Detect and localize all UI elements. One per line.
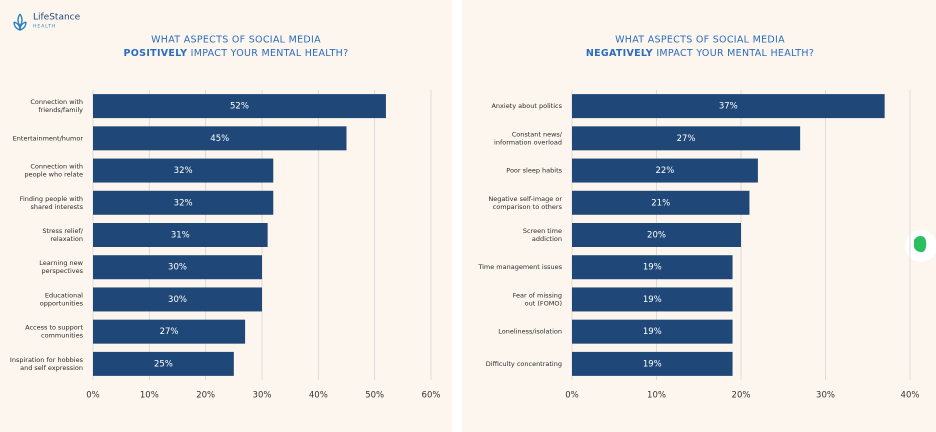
value-label: 45% [210,134,229,144]
value-label: 30% [168,263,187,273]
x-tick-label: 10% [647,391,666,401]
logo: LifeStance HEALTH [13,13,81,31]
value-label: 31% [171,231,190,241]
title-emphasis: POSITIVELY [124,48,188,59]
value-label: 32% [174,198,193,208]
bar [93,287,262,312]
x-tick-label: 10% [140,391,159,401]
category-label: Access to support communities [25,324,83,340]
title-emphasis: NEGATIVELY [586,48,653,59]
category-label: Screen time addiction [523,227,562,243]
category-label: Difficulty concentrating [486,360,562,368]
category-label: Fear of missing out (FOMO) [513,291,562,307]
bar [572,223,741,247]
bar [572,287,733,312]
category-label: Stress relief/relaxation [42,227,83,243]
value-label: 25% [154,359,173,369]
bar [93,319,246,344]
x-tick-label: 20% [732,391,751,401]
category-label: Constant news/information overload [494,130,563,146]
value-label: 30% [168,295,187,305]
value-label: 27% [160,327,179,337]
x-tick-label: 0% [565,391,579,401]
x-tick-label: 20% [196,391,215,401]
category-label: Entertainment/humor [13,134,84,142]
category-label: Negative self-image or comparison to othe… [488,195,562,211]
bar [93,158,274,183]
bar [572,126,801,151]
x-tick-label: 30% [816,391,835,401]
category-label: Time management issues [477,263,562,271]
bar [93,255,262,280]
category-label: Inspiration for hobbies and self expressi… [10,356,84,372]
x-tick-label: 40% [901,391,920,401]
logo-sub: HEALTH [33,24,56,30]
value-label: 19% [643,327,662,337]
x-tick-label: 50% [365,391,384,401]
bar [93,351,234,376]
category-label: Educational opportunities [40,291,84,307]
category-label: Loneliness/isolation [498,328,562,336]
bar [93,94,386,119]
category-label: Finding people with shared interests [20,195,84,211]
x-tick-label: 30% [253,391,272,401]
value-label: 52% [230,102,249,112]
title-rest: IMPACT YOUR MENTAL HEALTH? [191,48,349,59]
category-label: Connection with people who relate [25,163,83,179]
value-label: 37% [719,102,738,112]
value-label: 27% [677,134,696,144]
x-tick-label: 40% [309,391,328,401]
category-label: Learning new perspectives [39,259,83,275]
value-label: 20% [647,231,666,241]
bar [572,94,885,119]
chart-title: WHAT ASPECTS OF SOCIAL MEDIA [151,35,321,46]
chart-title-line2: NEGATIVELY IMPACT YOUR MENTAL HEALTH? [586,48,814,59]
value-label: 19% [643,295,662,305]
chart-title: WHAT ASPECTS OF SOCIAL MEDIA [615,35,785,46]
bar [572,255,733,280]
bar [572,351,733,376]
evernote-icon[interactable] [905,230,936,262]
chart-title-line2: POSITIVELY IMPACT YOUR MENTAL HEALTH? [124,48,349,59]
bar [93,190,274,215]
bar [93,126,347,151]
logo-name: LifeStance [33,13,81,23]
bar [572,158,758,183]
value-label: 22% [655,166,674,176]
value-label: 32% [174,166,193,176]
title-rest: IMPACT YOUR MENTAL HEALTH? [656,48,814,59]
bar [572,319,733,344]
category-label: Anxiety about politics [491,102,562,110]
x-tick-label: 60% [422,391,441,401]
category-label: Connection with friends/family [30,98,83,114]
x-tick-label: 0% [86,391,100,401]
value-label: 19% [643,263,662,273]
value-label: 19% [643,359,662,369]
value-label: 21% [651,198,670,208]
category-label: Poor sleep habits [506,167,562,175]
bar [572,190,750,215]
bar [93,223,268,247]
